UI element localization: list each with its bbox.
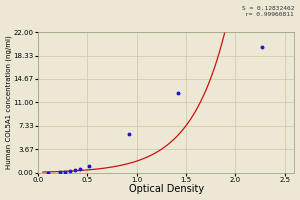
Point: [68, 169, 73, 173]
Point: [57, 171, 62, 174]
X-axis label: Optical Density: Optical Density: [129, 184, 204, 194]
Point: [126, 133, 131, 136]
Point: [78, 167, 83, 170]
Point: [73, 168, 78, 172]
Point: [63, 170, 68, 174]
Point: [176, 91, 180, 94]
Point: [45, 171, 50, 174]
Text: S = 0.12832462
r= 0.99960811: S = 0.12832462 r= 0.99960811: [242, 6, 294, 17]
Point: [87, 165, 92, 168]
Point: [260, 46, 264, 49]
Y-axis label: Human COL5A1 concentration (ng/ml): Human COL5A1 concentration (ng/ml): [6, 36, 12, 169]
